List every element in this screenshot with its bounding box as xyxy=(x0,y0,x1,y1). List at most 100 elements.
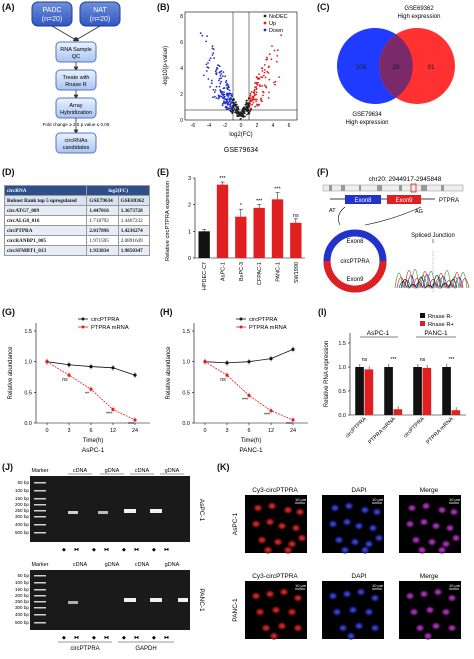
data-point xyxy=(111,407,115,412)
gene-label: PTPRA xyxy=(439,198,459,204)
y-tick-label: 0.5 xyxy=(24,390,32,396)
significance-label: ns xyxy=(420,357,426,363)
volcano-point xyxy=(238,114,241,117)
x-tick-label: 12 xyxy=(268,428,274,434)
chart-e-ylabel: Relative circPTPRA expression xyxy=(165,181,171,261)
step-cand-line1: circRNAs xyxy=(65,138,88,144)
cell xyxy=(354,522,364,530)
volcano-point xyxy=(221,75,224,77)
volcano-point xyxy=(256,98,258,101)
chart-g-legend: circPTPRA PTPRA mRNA xyxy=(78,317,129,331)
x-tick-label: 24 xyxy=(132,428,138,434)
volcano-point xyxy=(213,57,215,59)
significance-label: ns xyxy=(62,377,68,383)
significance-label: ns xyxy=(220,377,226,383)
svg-text:10 μm: 10 μm xyxy=(372,497,384,502)
volcano-point xyxy=(263,71,266,74)
volcano-point xyxy=(249,110,251,113)
volcano-point xyxy=(211,54,214,56)
fish-micrographs: Cy3-circPTPRA DAPI Merge 10 μm 10 μm 10 … xyxy=(232,487,461,640)
volcano-point xyxy=(257,81,259,84)
category-label: HPDEC-C7 xyxy=(202,262,208,290)
svg-text:⧓: ⧓ xyxy=(74,547,79,553)
panel-a-label: (A) xyxy=(2,2,15,12)
volcano-point xyxy=(268,53,271,56)
bar xyxy=(451,410,461,415)
y-tick-label: 1.5 xyxy=(338,341,346,347)
volcano-point xyxy=(209,57,212,60)
volcano-xticks: -6 -4 -2 0 2 4 6 xyxy=(191,123,291,129)
volcano-point xyxy=(233,108,236,110)
panel-c-label: (C) xyxy=(317,2,330,12)
volcano-point xyxy=(261,76,264,79)
volcano-point xyxy=(213,91,216,93)
volcano-point xyxy=(225,79,228,82)
cell xyxy=(356,588,366,596)
volcano-point xyxy=(226,93,228,96)
volcano-point xyxy=(270,58,273,61)
volcano-point xyxy=(226,100,228,103)
bar xyxy=(290,222,302,258)
chart-h-xlabel: Time(h) xyxy=(241,438,261,444)
volcano-point xyxy=(227,108,229,110)
svg-text:Marker: Marker xyxy=(31,468,48,474)
volcano-point xyxy=(237,108,240,110)
venn-top-label-2: High expression xyxy=(397,14,440,20)
cell xyxy=(287,540,297,548)
gel-bottom-ladder xyxy=(34,575,46,624)
volcano-point xyxy=(225,84,228,87)
cell xyxy=(423,632,433,640)
step-qc-line1: RNA Sample xyxy=(60,47,92,53)
cell xyxy=(261,624,271,632)
cell xyxy=(425,606,435,614)
panel-e: (E) 0 1 2 3 HPDEC-C7 *** AsPC-1 * BxPC-3 *** CFPAC… xyxy=(155,163,315,303)
category-label: PTPRA mRNA xyxy=(425,416,455,446)
volcano-point xyxy=(255,100,257,103)
volcano-point xyxy=(210,79,213,82)
seq-strip xyxy=(395,243,471,251)
volcano-point xyxy=(220,77,223,79)
volcano-point xyxy=(256,84,259,86)
data-point xyxy=(45,360,49,364)
venn-bottom-label-1: GSE79634 xyxy=(352,112,382,118)
cell xyxy=(449,508,459,516)
volcano-point xyxy=(260,97,262,100)
y-tick-label: 1 xyxy=(188,229,191,235)
volcano-point xyxy=(212,88,215,91)
volcano-point xyxy=(205,70,208,72)
cell xyxy=(421,502,431,510)
svg-text:200 bp: 200 bp xyxy=(15,502,29,507)
volcano-point xyxy=(273,81,275,84)
svg-text:2: 2 xyxy=(180,92,183,98)
cell xyxy=(405,520,415,528)
svg-text:gDNA: gDNA xyxy=(165,468,180,474)
bar xyxy=(413,367,422,415)
volcano-point xyxy=(237,105,240,108)
svg-text:⧓: ⧓ xyxy=(164,635,169,641)
data-point xyxy=(133,418,137,422)
junction-label: Spliced Junction xyxy=(411,233,455,239)
group-padc-n: (n=20) xyxy=(42,16,62,23)
svg-text:Marker: Marker xyxy=(31,562,48,568)
volcano-point xyxy=(271,45,273,47)
svg-text:DAPI: DAPI xyxy=(351,573,366,580)
y-tick-label: 1.0 xyxy=(182,360,190,366)
volcano-point xyxy=(228,89,231,92)
chart-h-caption: PANC-1 xyxy=(239,447,263,454)
volcano-point xyxy=(207,62,209,64)
panel-j: (J) Marker cDNA gDNA cDNA gDNA 50 bp 100 … xyxy=(0,460,215,654)
svg-text:10 μm: 10 μm xyxy=(295,497,307,502)
table-row: circRANBP1_005 1.971595 2.0891649 xyxy=(3,235,151,246)
data-point xyxy=(133,373,137,377)
panel-i: (I) 0.0 0.5 1.0 1.5 ns circPTPRA *** PTPRA mRNA… xyxy=(316,305,474,455)
cell xyxy=(334,536,344,544)
svg-text:⧓: ⧓ xyxy=(104,635,109,641)
gel-bottom xyxy=(30,570,190,630)
volcano-point xyxy=(263,74,265,77)
cell xyxy=(447,594,457,602)
cell xyxy=(364,540,374,548)
gel-top-ladder xyxy=(34,482,46,534)
fish-headers-row1: Cy3-circPTPRA DAPI Merge xyxy=(252,487,438,494)
volcano-caption: GSE79634 xyxy=(224,147,258,154)
